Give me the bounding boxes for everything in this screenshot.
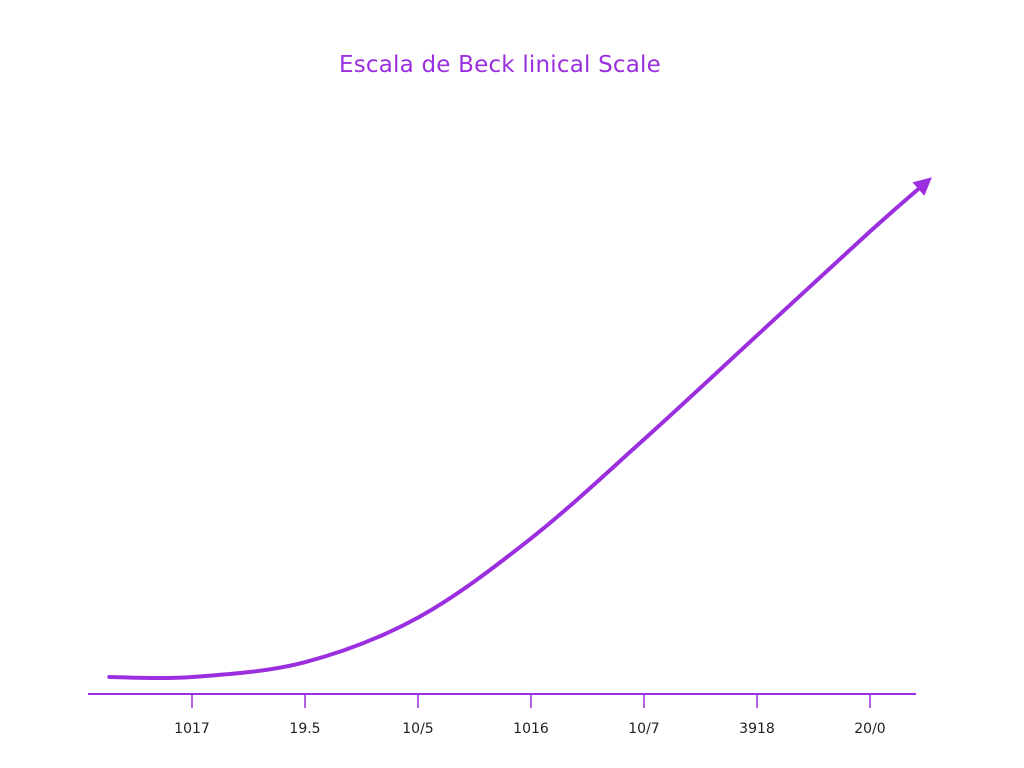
- data-point: [642, 437, 646, 441]
- data-point: [868, 230, 872, 234]
- data-point: [925, 180, 929, 184]
- data-point: [303, 660, 307, 664]
- data-point: [190, 675, 194, 679]
- x-tick-label: 10/5: [402, 721, 433, 737]
- series-line-group: [107, 177, 932, 681]
- x-axis: 1017 19.5 10/5 1016 10/7 3918 20/0: [88, 693, 916, 737]
- series-line: [107, 177, 932, 681]
- data-point: [755, 333, 759, 337]
- x-tick-label: 10/7: [628, 721, 659, 737]
- chart-title: Escala de Beck linical Scale: [339, 52, 661, 78]
- x-tick-label: 20/0: [854, 721, 885, 737]
- x-tick-label: 3918: [739, 721, 775, 737]
- data-point: [529, 536, 533, 540]
- x-tick-label: 1016: [513, 721, 549, 737]
- x-tick-label: 19.5: [289, 721, 320, 737]
- data-point: [416, 616, 420, 620]
- x-tick-label: 1017: [174, 721, 210, 737]
